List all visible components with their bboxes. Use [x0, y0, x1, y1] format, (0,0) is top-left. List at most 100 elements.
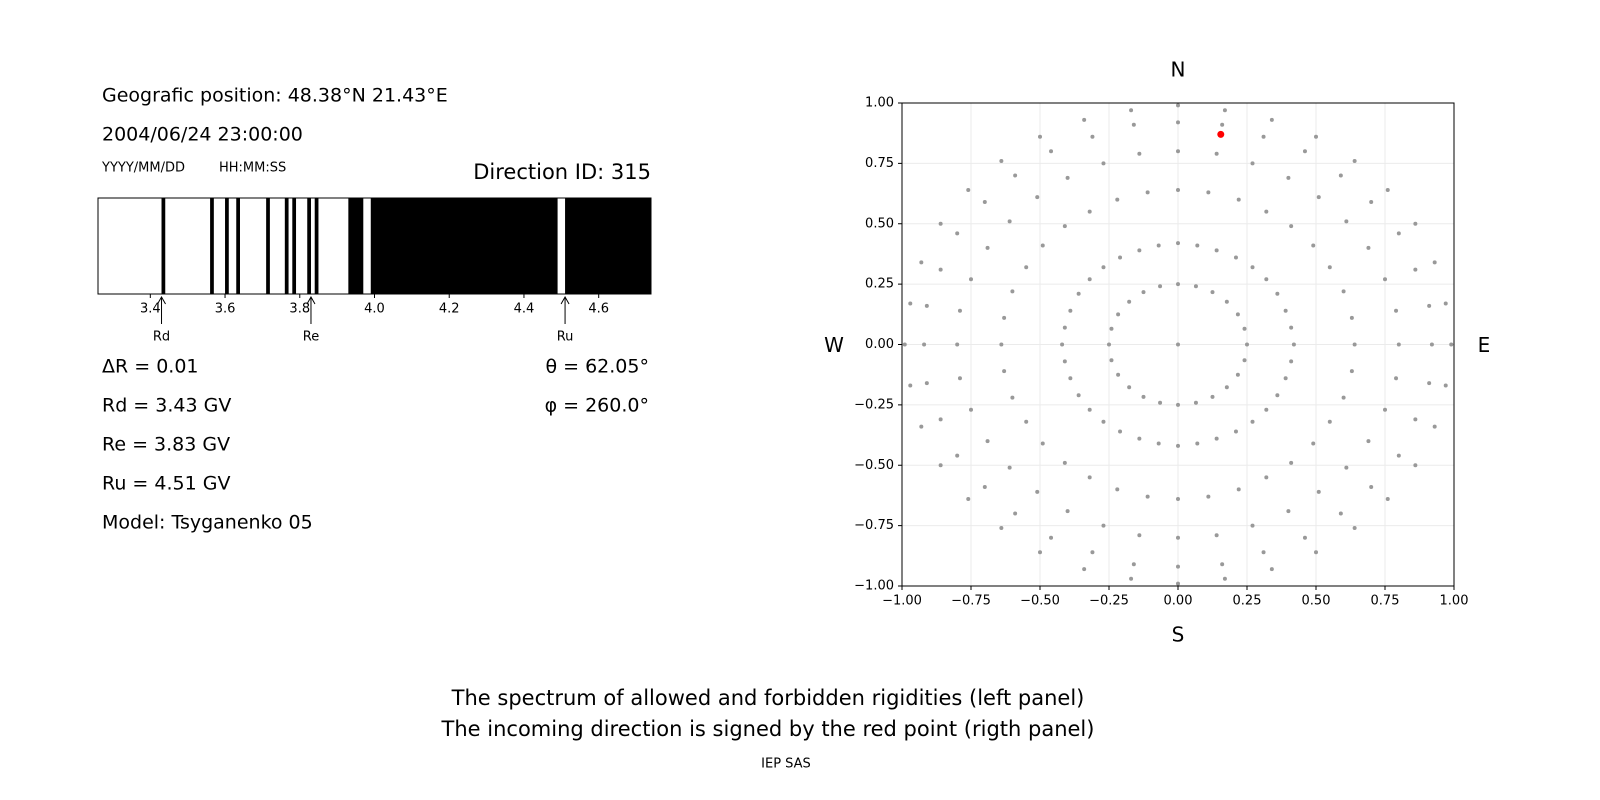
point: [1385, 187, 1390, 192]
point: [1242, 358, 1247, 363]
point: [1233, 255, 1238, 260]
point: [1158, 400, 1163, 405]
point: [999, 158, 1004, 163]
point: [1040, 441, 1045, 446]
point: [1264, 277, 1269, 282]
point: [1311, 243, 1316, 248]
point: [1264, 407, 1269, 412]
point: [908, 383, 913, 388]
forbidden-range: [161, 198, 166, 294]
point: [1449, 342, 1454, 347]
x-tick-label: 0.00: [1164, 594, 1193, 609]
point: [1206, 494, 1211, 499]
point: [1109, 358, 1114, 363]
point: [1327, 265, 1332, 270]
point: [982, 484, 987, 489]
point: [1193, 284, 1198, 289]
forbidden-range: [236, 198, 240, 294]
point: [1250, 523, 1255, 528]
point: [1283, 376, 1288, 381]
point: [1316, 195, 1321, 200]
point: [1062, 359, 1067, 364]
point: [1062, 224, 1067, 229]
point: [1087, 209, 1092, 214]
point: [1291, 342, 1296, 347]
point: [1289, 460, 1294, 465]
point: [1427, 303, 1432, 308]
point: [1101, 265, 1106, 270]
point: [938, 221, 943, 226]
point: [1101, 419, 1106, 424]
x-tick-label: 0.75: [1371, 594, 1400, 609]
x-tick-label: 3.6: [215, 302, 236, 317]
point: [1245, 342, 1249, 347]
point: [938, 267, 943, 272]
point: [919, 424, 924, 429]
compass-label: N: [1171, 58, 1186, 82]
point: [1049, 149, 1054, 154]
point: [1224, 299, 1229, 304]
point: [1127, 385, 1132, 390]
forbidden-range: [225, 198, 229, 294]
point: [1210, 394, 1215, 399]
caption: The incoming direction is signed by the …: [441, 717, 1095, 741]
point: [1413, 221, 1418, 226]
x-tick-label: −0.50: [1020, 594, 1060, 609]
y-tick-label: −0.25: [854, 397, 894, 412]
point: [1222, 108, 1227, 113]
point: [1286, 509, 1291, 514]
datetime: 2004/06/24 23:00:00: [102, 124, 303, 146]
forbidden-range: [370, 198, 558, 294]
point: [1141, 290, 1146, 295]
point: [1137, 151, 1142, 156]
point: [966, 187, 971, 192]
y-tick-label: 0.00: [865, 337, 894, 352]
point: [1131, 122, 1136, 127]
point: [955, 342, 960, 347]
point: [1269, 567, 1274, 572]
point: [1131, 562, 1136, 567]
point: [1176, 103, 1180, 108]
point: [999, 526, 1004, 531]
point: [1327, 419, 1332, 424]
point: [1176, 443, 1180, 448]
point: [1269, 117, 1274, 122]
x-tick-label: 3.8: [289, 302, 310, 317]
footer: IEP SAS: [761, 757, 811, 772]
point: [1222, 576, 1227, 581]
y-tick-label: 0.50: [865, 216, 894, 231]
forbidden-range: [284, 198, 289, 294]
point: [1040, 243, 1045, 248]
forbidden-range: [348, 198, 364, 294]
point: [1214, 436, 1219, 441]
forbidden-range: [266, 198, 270, 294]
y-tick-label: −0.75: [854, 518, 894, 533]
point: [1233, 429, 1238, 434]
point: [1235, 372, 1240, 377]
point: [908, 301, 913, 306]
x-tick-label: −0.75: [951, 594, 991, 609]
point: [1264, 475, 1269, 480]
x-tick-label: 0.50: [1302, 594, 1331, 609]
point: [1129, 108, 1134, 113]
point: [982, 200, 987, 205]
point: [919, 260, 924, 265]
forbidden-range: [210, 198, 214, 294]
phi: φ = 260.0°: [545, 395, 649, 417]
point: [985, 439, 990, 444]
point: [1250, 161, 1255, 166]
point: [1443, 383, 1448, 388]
rd: Rd = 3.43 GV: [102, 395, 231, 417]
point: [1176, 497, 1180, 502]
point: [1068, 376, 1073, 381]
point: [1158, 284, 1163, 289]
point: [1383, 407, 1387, 412]
point: [1137, 533, 1142, 538]
point: [1193, 400, 1198, 405]
y-tick-label: 0.25: [865, 277, 894, 292]
ru: Ru = 4.51 GV: [102, 473, 230, 495]
point: [1214, 248, 1219, 253]
compass-label: E: [1478, 333, 1491, 357]
point: [1035, 195, 1040, 200]
point: [955, 453, 960, 458]
